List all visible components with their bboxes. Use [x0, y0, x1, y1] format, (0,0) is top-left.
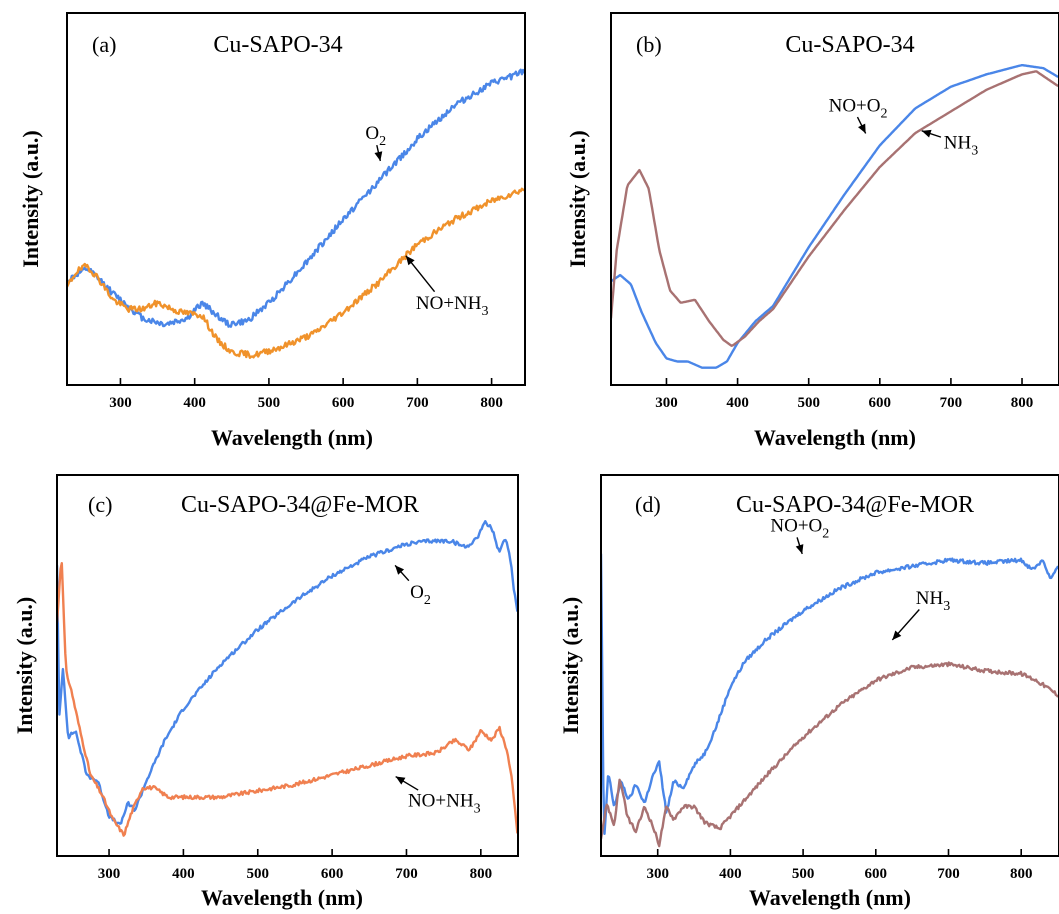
y-axis-title-d: Intensity (a.u.) — [558, 597, 583, 735]
x-tick-label-c-3: 600 — [321, 866, 344, 882]
x-tick-label-c-1: 400 — [172, 866, 195, 882]
x-tick-label-b-5: 800 — [1011, 395, 1034, 411]
series-line-a-0 — [67, 68, 525, 328]
x-tick-label-a-0: 300 — [109, 395, 132, 411]
x-tick-label-b-3: 600 — [869, 395, 892, 411]
x-tick-label-d-0: 300 — [646, 866, 669, 882]
plot-frame-c — [56, 474, 519, 857]
x-tick-label-a-3: 600 — [332, 395, 355, 411]
x-axis-title-a: Wavelength (nm) — [211, 425, 373, 450]
panel-title-c: Cu-SAPO-34@Fe-MOR — [181, 492, 419, 518]
series-line-d-1 — [601, 661, 1059, 848]
plot-frame-d — [600, 474, 1059, 857]
x-tick-label-a-2: 500 — [258, 395, 281, 411]
y-axis-title-b: Intensity (a.u.) — [565, 130, 590, 268]
y-axis-title-a: Intensity (a.u.) — [18, 130, 43, 268]
panel-b: 300 400 500 600 700 800 Wavelength (nm) Intensi… — [565, 12, 1059, 450]
panel-title-b: Cu-SAPO-34 — [785, 32, 914, 58]
x-tick-label-c-4: 700 — [395, 866, 418, 882]
annotation-arrowhead-b-0 — [858, 123, 866, 134]
panel-d: 300 400 500 600 700 800 Wavelength (nm) Intensi… — [558, 474, 1059, 910]
series-line-b-1 — [611, 70, 1059, 347]
x-tick-label-d-5: 800 — [1010, 866, 1033, 882]
annotation-arrowhead-c-0 — [395, 565, 405, 575]
x-tick-label-b-2: 500 — [797, 395, 820, 411]
panel-label-a: (a) — [92, 32, 116, 57]
x-axis-title-b: Wavelength (nm) — [754, 425, 916, 450]
x-tick-label-a-5: 800 — [480, 395, 503, 411]
series-line-a-1 — [67, 187, 525, 359]
x-tick-label-b-4: 700 — [940, 395, 963, 411]
panel-c: 300 400 500 600 700 800 Wavelength (nm) Intensi… — [12, 474, 519, 910]
x-tick-label-b-0: 300 — [655, 395, 678, 411]
annotation-c-0: O2 — [410, 582, 431, 608]
x-axis-title-c: Wavelength (nm) — [201, 885, 363, 910]
panel-a: 300 400 500 600 700 800 Wavelength (nm) Intensi… — [18, 12, 526, 450]
x-tick-label-a-4: 700 — [406, 395, 429, 411]
annotation-arrowhead-d-0 — [795, 544, 804, 554]
annotation-b-1: NH3 — [944, 132, 978, 158]
series-line-d-0 — [601, 553, 1059, 835]
x-tick-label-d-4: 700 — [937, 866, 960, 882]
series-line-c-1 — [57, 562, 518, 837]
series-line-c-0 — [57, 520, 518, 826]
annotation-arrowhead-d-1 — [892, 630, 902, 640]
annotation-arrowhead-b-1 — [921, 129, 932, 138]
x-axis-title-d: Wavelength (nm) — [749, 885, 911, 910]
annotation-arrowhead-a-1 — [405, 255, 415, 266]
annotation-arrowhead-a-0 — [374, 151, 383, 161]
plot-frame-a — [66, 12, 526, 386]
annotation-d-0: NO+O2 — [770, 516, 829, 542]
x-tick-label-c-2: 500 — [247, 866, 270, 882]
annotation-c-1: NO+NH3 — [408, 791, 481, 817]
annotation-d-1: NH3 — [916, 588, 950, 614]
panel-label-c: (c) — [88, 492, 112, 517]
x-tick-label-a-1: 400 — [183, 395, 206, 411]
annotation-a-1: NO+NH3 — [416, 293, 489, 319]
panel-title-a: Cu-SAPO-34 — [213, 32, 342, 58]
x-tick-label-d-3: 600 — [865, 866, 888, 882]
series-line-b-0 — [611, 64, 1059, 369]
panel-label-b: (b) — [636, 32, 662, 57]
plot-frame-b — [610, 12, 1059, 386]
annotation-a-0: O2 — [365, 123, 386, 149]
panel-label-d: (d) — [635, 492, 661, 517]
x-tick-label-b-1: 400 — [726, 395, 749, 411]
annotation-arrowhead-c-1 — [395, 776, 406, 785]
panel-title-d: Cu-SAPO-34@Fe-MOR — [736, 492, 974, 518]
x-tick-label-c-5: 800 — [470, 866, 493, 882]
x-tick-label-c-0: 300 — [98, 866, 121, 882]
y-axis-title-c: Intensity (a.u.) — [12, 597, 37, 735]
x-tick-label-d-2: 500 — [792, 866, 815, 882]
x-tick-label-d-1: 400 — [719, 866, 742, 882]
